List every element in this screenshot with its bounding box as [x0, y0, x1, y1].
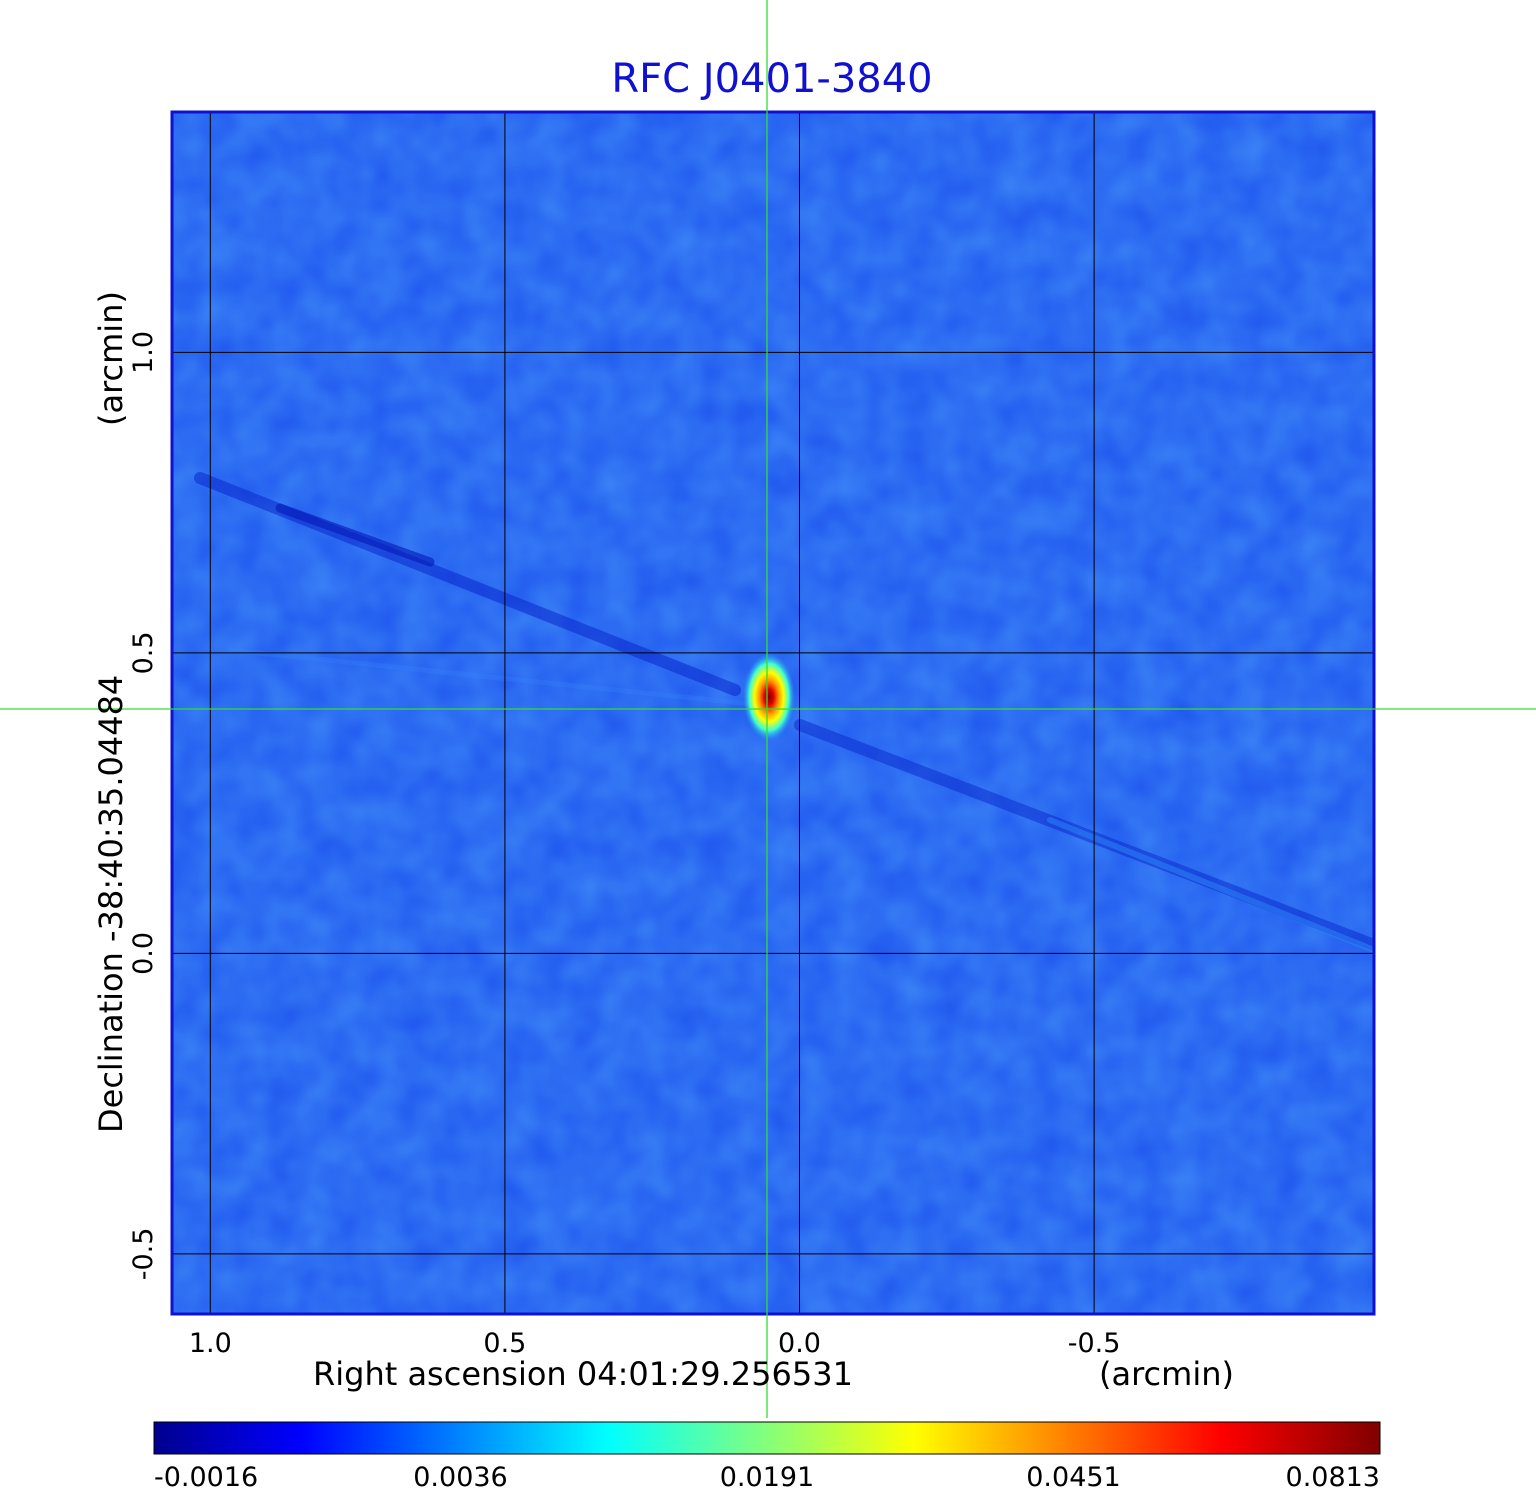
x-axis-unit: (arcmin): [1099, 1355, 1234, 1393]
x-tick-label-3: -0.5: [1068, 1328, 1121, 1359]
x-tick-label-0: 1.0: [189, 1328, 232, 1359]
colorbar-tick-label-3: 0.0451: [1026, 1462, 1120, 1493]
colorbar-tick-label-2: 0.0191: [720, 1462, 814, 1493]
y-tick-label-0: 1.0: [128, 331, 159, 374]
image-area: [172, 112, 1374, 1314]
colorbar: [153, 1421, 1381, 1455]
plot-frame: [170, 110, 1376, 1316]
colorbar-tick-label-1: 0.0036: [413, 1462, 507, 1493]
colorbar-tick-labels: -0.0016 0.0036 0.0191 0.0451 0.0813: [154, 1462, 1380, 1493]
x-tick-label-1: 0.5: [483, 1328, 526, 1359]
radio-source: [743, 653, 795, 741]
y-tick-labels: 1.0 0.5 0.0 -0.5: [128, 331, 159, 1280]
chart-title: RFC J0401-3840: [611, 56, 932, 102]
y-axis-unit: (arcmin): [92, 291, 130, 426]
y-tick-label-1: 0.5: [128, 631, 159, 674]
colorbar-tick-label-4: 0.0813: [1286, 1462, 1380, 1493]
x-axis-label: Right ascension 04:01:29.256531: [313, 1355, 853, 1393]
y-axis-label: Declination -38:40:35.04484: [92, 675, 130, 1133]
colorbar-tick-label-0: -0.0016: [154, 1462, 258, 1493]
y-tick-label-2: 0.0: [128, 932, 159, 975]
y-tick-label-3: -0.5: [128, 1228, 159, 1281]
coordinate-grid: [172, 112, 1374, 1314]
crosshair: [0, 0, 1536, 1418]
sidelobe-streaks: [194, 472, 1374, 953]
x-tick-label-2: 0.0: [778, 1328, 821, 1359]
x-tick-labels: 1.0 0.5 0.0 -0.5: [189, 1328, 1121, 1359]
